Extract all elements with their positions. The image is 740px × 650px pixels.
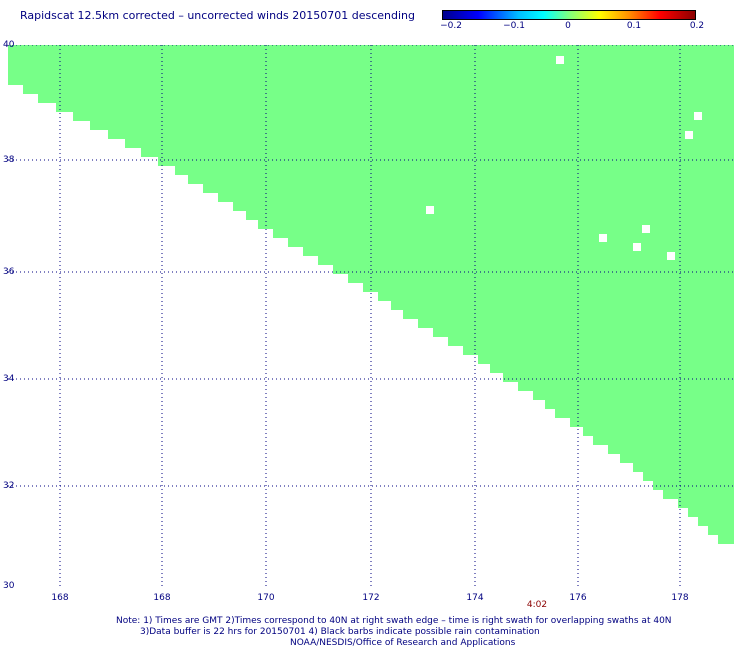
credit-line: NOAA/NESDIS/Office of Research and Appli…	[290, 638, 516, 648]
colorbar-label-neg-0-2: −0.2	[440, 21, 462, 31]
map-title: Rapidscat 12.5km corrected – uncorrected…	[20, 9, 416, 22]
colorbar-label-0-2: 0.2	[689, 21, 705, 31]
colorbar-label-zero: 0	[565, 21, 571, 31]
lon-label-1: 168	[51, 593, 69, 603]
lat-label-40: 40	[3, 40, 15, 50]
lat-label-36: 36	[3, 267, 15, 277]
lon-label-7: 178	[671, 593, 689, 603]
lon-label-6: 176	[569, 593, 587, 603]
lat-label-38: 38	[3, 155, 15, 165]
colorbar-label-neg-0-1: −0.1	[503, 21, 525, 31]
lat-label-30: 30	[3, 581, 15, 591]
wind-difference-map	[8, 45, 734, 586]
swath-gaps	[426, 56, 702, 260]
grid-lines	[8, 45, 734, 586]
colorbar	[442, 10, 696, 20]
note-line-1: Note: 1) Times are GMT 2)Times correspon…	[116, 616, 672, 626]
lat-label-32: 32	[3, 481, 15, 491]
lon-label-5: 174	[466, 593, 484, 603]
colorbar-label-0-1: 0.1	[626, 21, 642, 31]
lon-label-4: 172	[362, 593, 380, 603]
lat-label-34: 34	[3, 374, 15, 384]
lon-label-2: 168	[153, 593, 171, 603]
note-line-2: 3)Data buffer is 22 hrs for 20150701 4) …	[140, 627, 540, 637]
swath-time-label: 4:02	[526, 600, 548, 610]
lon-label-3: 170	[257, 593, 275, 603]
swath-coverage	[8, 45, 734, 544]
